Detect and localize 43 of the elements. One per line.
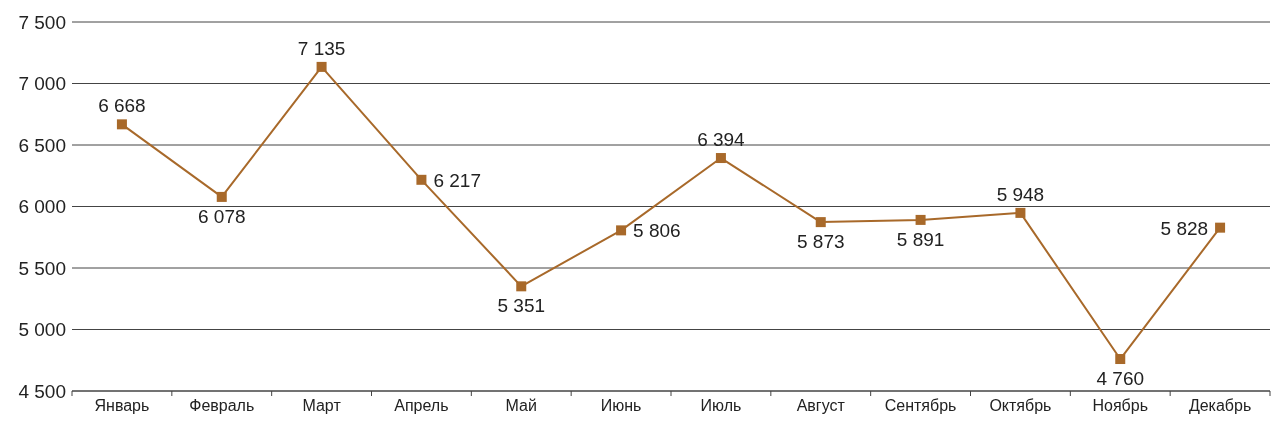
data-label: 5 351 bbox=[497, 295, 546, 317]
data-label: 6 217 bbox=[433, 169, 481, 191]
point bbox=[116, 119, 127, 130]
y-tick-label: 6 500 bbox=[18, 134, 66, 156]
data-label: 5 891 bbox=[896, 228, 945, 250]
data-label: 5 948 bbox=[996, 183, 1045, 205]
data-label: 6 394 bbox=[697, 129, 746, 151]
x-tick-label: Июнь bbox=[600, 397, 642, 414]
point bbox=[216, 191, 227, 202]
data-label: 6 668 bbox=[98, 95, 146, 117]
point bbox=[616, 225, 627, 236]
y-tick-label: 6 000 bbox=[18, 196, 66, 218]
point bbox=[715, 153, 726, 164]
x-tick-label: Август bbox=[796, 397, 846, 414]
y-tick-label: 7 500 bbox=[18, 11, 66, 33]
x-tick-label: Ноябрь bbox=[1092, 397, 1149, 414]
point bbox=[915, 214, 926, 225]
data-label: 5 806 bbox=[633, 220, 681, 242]
x-tick-label: Февраль bbox=[189, 397, 255, 414]
x-tick-label: Май bbox=[505, 397, 537, 414]
data-label: 4 760 bbox=[1096, 368, 1145, 390]
x-tick-label: Апрель bbox=[394, 397, 449, 414]
x-tick-label: Январь bbox=[94, 397, 150, 414]
y-tick-label: 5 500 bbox=[18, 257, 66, 279]
point bbox=[1215, 222, 1226, 233]
x-tick-label: Октябрь bbox=[989, 397, 1052, 414]
point bbox=[1115, 354, 1126, 365]
data-label: 6 078 bbox=[197, 205, 246, 227]
x-tick-label: Март bbox=[302, 397, 342, 414]
y-tick-label: 7 000 bbox=[18, 73, 66, 95]
data-label: 5 873 bbox=[796, 231, 845, 253]
x-tick-label: Декабрь bbox=[1188, 397, 1252, 414]
point bbox=[516, 281, 527, 292]
y-tick-label: 5 000 bbox=[18, 319, 66, 341]
data-label: 5 828 bbox=[1160, 217, 1209, 239]
x-tick-label: Сентябрь bbox=[884, 397, 957, 414]
point bbox=[1015, 207, 1026, 218]
data-label: 7 135 bbox=[297, 37, 346, 59]
point bbox=[416, 174, 427, 185]
point bbox=[316, 61, 327, 72]
point bbox=[815, 217, 826, 228]
x-tick-label: Июль bbox=[700, 397, 742, 414]
y-tick-label: 4 500 bbox=[18, 380, 66, 402]
